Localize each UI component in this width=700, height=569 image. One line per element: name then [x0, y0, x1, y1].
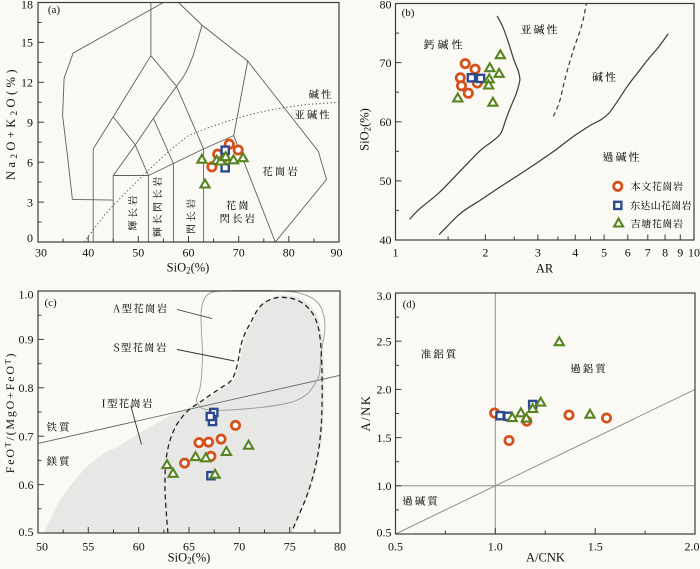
svg-text:55: 55 — [82, 540, 94, 554]
svg-text:60: 60 — [380, 115, 392, 129]
svg-text:6: 6 — [625, 246, 631, 260]
svg-text:3.0: 3.0 — [377, 289, 392, 303]
svg-text:1.0: 1.0 — [377, 479, 392, 493]
svg-text:18: 18 — [21, 0, 33, 12]
svg-text:50: 50 — [132, 246, 144, 260]
svg-text:80: 80 — [334, 540, 346, 554]
svg-text:80: 80 — [283, 246, 295, 260]
svg-text:SiO2(%): SiO2(%) — [167, 261, 210, 276]
svg-text:FeOT/(MgO+FeOT): FeOT/(MgO+FeOT) — [3, 352, 17, 474]
svg-text:40: 40 — [380, 233, 392, 247]
svg-text:Na2O+K2O(%): Na2O+K2O(%) — [4, 66, 19, 180]
svg-text:1.0: 1.0 — [19, 287, 34, 301]
svg-text:1.5: 1.5 — [588, 540, 603, 554]
svg-text:1.0: 1.0 — [488, 540, 503, 554]
svg-text:10: 10 — [688, 246, 700, 260]
svg-text:40: 40 — [82, 246, 94, 260]
svg-text:0.5: 0.5 — [19, 525, 34, 539]
svg-text:50: 50 — [380, 174, 392, 188]
svg-text:70: 70 — [380, 56, 392, 70]
svg-text:0.9: 0.9 — [19, 333, 34, 347]
svg-text:60: 60 — [133, 540, 145, 554]
svg-text:4: 4 — [572, 246, 578, 260]
svg-text:2.0: 2.0 — [377, 383, 392, 397]
svg-text:(a): (a) — [48, 4, 61, 16]
svg-text:70: 70 — [233, 246, 245, 260]
svg-text:(d): (d) — [403, 299, 416, 311]
svg-text:0.7: 0.7 — [19, 429, 34, 443]
svg-text:SiO2(%): SiO2(%) — [168, 551, 211, 566]
svg-text:0.8: 0.8 — [19, 381, 34, 395]
svg-text:SiO2(%): SiO2(%) — [358, 108, 373, 151]
svg-text:0: 0 — [27, 231, 33, 245]
svg-text:8: 8 — [662, 246, 668, 260]
svg-text:75: 75 — [284, 540, 296, 554]
svg-text:6: 6 — [27, 155, 33, 169]
svg-text:50: 50 — [36, 540, 48, 554]
svg-text:3: 3 — [535, 246, 541, 260]
svg-text:A/CNK: A/CNK — [526, 551, 565, 565]
svg-text:9: 9 — [27, 116, 33, 130]
svg-text:(c): (c) — [44, 297, 57, 309]
svg-text:0.5: 0.5 — [388, 540, 403, 554]
svg-text:90: 90 — [331, 246, 343, 260]
svg-text:2.0: 2.0 — [685, 540, 700, 554]
svg-text:7: 7 — [645, 246, 651, 260]
svg-text:1.5: 1.5 — [377, 431, 392, 445]
svg-text:0.5: 0.5 — [377, 526, 392, 540]
svg-text:65: 65 — [183, 540, 195, 554]
svg-text:A/NK: A/NK — [359, 395, 373, 432]
svg-text:9: 9 — [677, 246, 683, 260]
svg-text:80: 80 — [380, 0, 392, 11]
svg-text:0.6: 0.6 — [19, 478, 34, 492]
svg-text:60: 60 — [183, 246, 195, 260]
svg-text:70: 70 — [233, 540, 245, 554]
svg-text:1: 1 — [393, 246, 399, 260]
svg-text:12: 12 — [21, 76, 33, 90]
svg-text:5: 5 — [601, 246, 607, 260]
svg-text:AR: AR — [536, 262, 554, 276]
svg-text:30: 30 — [35, 246, 47, 260]
svg-text:2: 2 — [482, 246, 488, 260]
svg-text:(b): (b) — [402, 7, 415, 19]
svg-text:15: 15 — [21, 36, 33, 50]
svg-text:2.5: 2.5 — [377, 334, 392, 348]
svg-text:3: 3 — [27, 195, 33, 209]
